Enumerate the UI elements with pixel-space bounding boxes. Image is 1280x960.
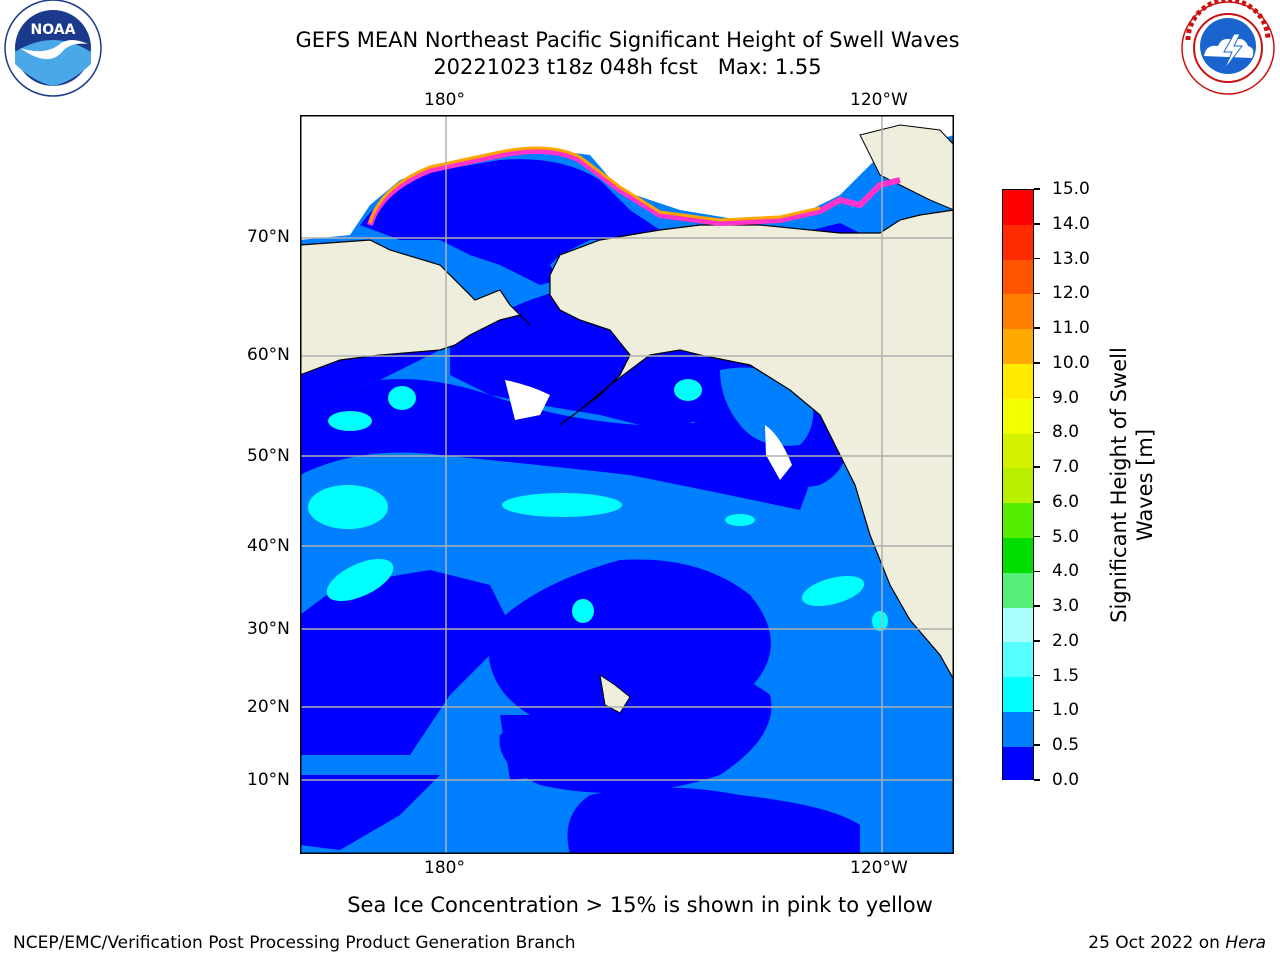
colorbar <box>1002 189 1034 780</box>
noaa-logo: NOAA <box>0 0 106 100</box>
lat-label-60n: 60°N <box>247 345 290 365</box>
colorbar-band-13-14 <box>1003 224 1033 260</box>
colorbar-label-line1: Significant Height of Swell <box>1107 347 1131 623</box>
sea-ice-note: Sea Ice Concentration > 15% is shown in … <box>347 893 933 917</box>
colorbar-band-0.5-1 <box>1003 711 1033 747</box>
colorbar-tick-label: 5.0 <box>1052 526 1080 547</box>
colorbar-tick-mark <box>1034 257 1040 260</box>
colorbar-tick-label: 6.0 <box>1052 491 1080 512</box>
footer-credit: NCEP/EMC/Verification Post Processing Pr… <box>13 933 576 953</box>
lon-label-bottom-120w: 120°W <box>850 858 908 878</box>
lon-label-bottom-180: 180° <box>424 858 465 878</box>
colorbar-tick-label: 1.5 <box>1052 665 1080 686</box>
swell-height-map <box>299 115 955 854</box>
gridlines <box>300 115 954 854</box>
colorbar-tick-mark <box>1034 223 1040 225</box>
footer-host: Hera <box>1225 933 1266 953</box>
colorbar-band-7-8 <box>1003 433 1033 469</box>
colorbar-band-2-3 <box>1003 607 1033 643</box>
map-panel <box>299 115 955 854</box>
colorbar-tick-mark <box>1034 674 1040 677</box>
colorbar-tick-mark <box>1034 292 1040 295</box>
colorbar-tick-label: 1.0 <box>1052 700 1080 721</box>
colorbar-tick-mark <box>1034 570 1040 573</box>
colorbar-band-10-11 <box>1003 329 1033 364</box>
colorbar-label: Significant Height of Swell Waves [m] <box>1104 190 1160 780</box>
colorbar-tick-mark <box>1034 396 1040 399</box>
colorbar-tick-label: 12.0 <box>1052 283 1090 304</box>
chart-title: GEFS MEAN Northeast Pacific Significant … <box>295 28 960 52</box>
lon-label-top-180: 180° <box>424 90 465 110</box>
colorbar-band-1-1.5 <box>1003 677 1033 712</box>
colorbar-tick-label: 3.0 <box>1052 596 1080 617</box>
colorbar-tick-mark <box>1034 605 1040 607</box>
land-north-america <box>549 209 955 683</box>
colorbar-tick-label: 13.0 <box>1052 248 1090 269</box>
colorbar-tick-mark <box>1034 640 1040 642</box>
colorbar-tick-label: 0.0 <box>1052 770 1080 790</box>
lat-label-30n: 30°N <box>247 619 290 639</box>
colorbar-tick-mark <box>1034 779 1040 781</box>
sea-ice-patch <box>505 380 550 420</box>
colorbar-tick-mark <box>1034 535 1040 538</box>
colorbar-band-9-10 <box>1003 363 1033 399</box>
colorbar-tick-mark <box>1034 188 1040 190</box>
colorbar-tick-mark <box>1034 709 1040 712</box>
colorbar-band-1.5-2 <box>1003 642 1033 678</box>
colorbar-band-4-5 <box>1003 537 1033 573</box>
lat-label-20n: 20°N <box>247 697 290 717</box>
noaa-logo-text: NOAA <box>31 22 76 38</box>
colorbar-tick-mark <box>1034 501 1040 503</box>
colorbar-band-14-15 <box>1003 190 1033 225</box>
colorbar-tick-label: 14.0 <box>1052 213 1090 234</box>
swell-band-1.0-1.5 <box>308 485 388 529</box>
colorbar-tick-label: 4.0 <box>1052 561 1080 582</box>
lat-label-70n: 70°N <box>247 227 290 247</box>
colorbar-band-3-4 <box>1003 572 1033 608</box>
lat-label-10n: 10°N <box>247 770 290 790</box>
colorbar-tick-label: 0.5 <box>1052 735 1080 756</box>
colorbar-tick-label: 2.0 <box>1052 630 1080 651</box>
colorbar-tick-label: 8.0 <box>1052 422 1080 443</box>
colorbar-label-line2: Waves [m] <box>1133 428 1157 542</box>
lat-label-40n: 40°N <box>247 536 290 556</box>
colorbar-tick-mark <box>1034 744 1040 746</box>
colorbar-tick-label: 11.0 <box>1052 318 1090 339</box>
chart-subtitle: 20221023 t18z 048h fcst Max: 1.55 <box>433 55 822 79</box>
colorbar-tick-label: 7.0 <box>1052 457 1080 478</box>
colorbar-band-11-12 <box>1003 294 1033 330</box>
colorbar-band-0-0.5 <box>1003 746 1033 780</box>
colorbar-tick-label: 15.0 <box>1052 179 1090 199</box>
sea-ice-edge <box>367 148 901 227</box>
colorbar-band-6-7 <box>1003 468 1033 504</box>
lon-label-top-120w: 120°W <box>850 90 908 110</box>
colorbar-tick-label: 9.0 <box>1052 387 1080 408</box>
colorbar-tick-mark <box>1034 327 1040 329</box>
colorbar-band-8-9 <box>1003 398 1033 434</box>
lat-label-50n: 50°N <box>247 446 290 466</box>
land-hawaii <box>599 673 631 714</box>
colorbar-band-5-6 <box>1003 503 1033 538</box>
map-frame <box>300 115 954 854</box>
colorbar-tick-label: 10.0 <box>1052 352 1090 373</box>
colorbar-tick-mark <box>1034 466 1040 468</box>
footer-date: 25 Oct 2022 on Hera <box>1088 933 1266 953</box>
colorbar-tick-mark <box>1034 362 1040 364</box>
footer-date-text: 25 Oct 2022 on <box>1088 933 1226 953</box>
nws-logo <box>1178 0 1278 100</box>
colorbar-tick-mark <box>1034 431 1040 434</box>
swell-band-0-0.5 <box>300 570 510 755</box>
colorbar-band-12-13 <box>1003 259 1033 295</box>
